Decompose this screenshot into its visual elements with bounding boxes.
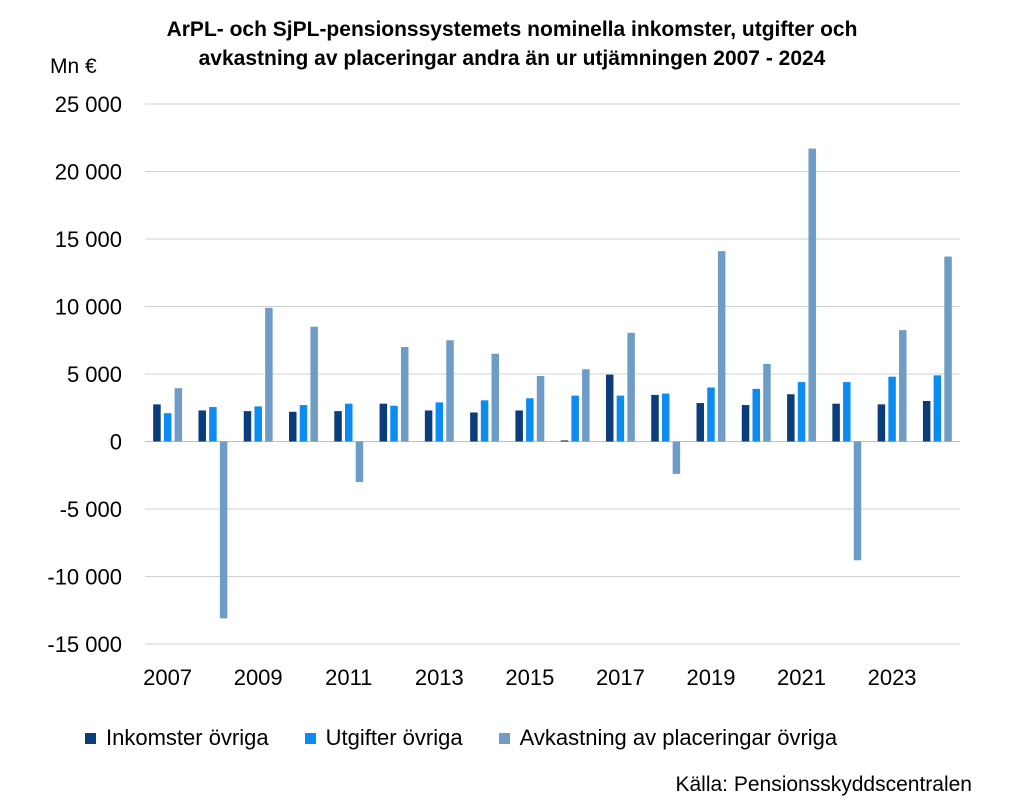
- bar-inkomster-övriga-2014: [470, 412, 478, 442]
- bar-avkastning-av-placeringar-övriga-2008: [219, 441, 228, 619]
- bar-inkomster-övriga-2022: [832, 403, 840, 442]
- bar-avkastning-av-placeringar-övriga-2021: [808, 148, 816, 442]
- bar-utgifter-övriga-2008: [209, 407, 217, 442]
- x-tick-label: 2011: [325, 665, 372, 690]
- bar-inkomster-övriga-2024: [922, 401, 931, 442]
- bar-utgifter-övriga-2013: [435, 402, 444, 442]
- legend-item: Avkastning av placeringar övriga: [498, 725, 838, 751]
- bar-inkomster-övriga-2016: [560, 440, 569, 442]
- legend-swatch: [498, 732, 510, 744]
- bar-utgifter-övriga-2016: [571, 395, 579, 442]
- bar-utgifter-övriga-2012: [390, 405, 398, 442]
- y-tick-label: 0: [110, 430, 122, 455]
- bar-inkomster-övriga-2019: [696, 403, 705, 442]
- x-tick-label: 2007: [143, 665, 192, 690]
- legend-item: Utgifter övriga: [304, 725, 463, 751]
- bar-inkomster-övriga-2009: [243, 411, 252, 442]
- x-tick-label: 2023: [868, 665, 917, 690]
- bar-inkomster-övriga-2017: [605, 374, 614, 442]
- gridlines: [145, 103, 960, 645]
- bar-inkomster-övriga-2020: [741, 405, 750, 442]
- bar-avkastning-av-placeringar-övriga-2020: [763, 363, 771, 442]
- y-tick-label: 20 000: [55, 160, 122, 185]
- x-tick-labels: 2007 2009 2011 2013 2015 2017 2019 2021 2023: [143, 665, 916, 690]
- bar-avkastning-av-placeringar-övriga-2013: [446, 340, 454, 442]
- bar-inkomster-övriga-2018: [651, 394, 659, 442]
- bar-avkastning-av-placeringar-övriga-2017: [627, 332, 635, 442]
- bar-avkastning-av-placeringar-övriga-2023: [899, 330, 907, 442]
- bar-utgifter-övriga-2014: [480, 400, 489, 442]
- chart-title-line-1: ArPL- och SjPL-pensionssystemets nominel…: [166, 18, 858, 41]
- legend-swatch: [85, 732, 96, 744]
- bar-inkomster-övriga-2012: [379, 403, 388, 442]
- y-tick-label: 5 000: [67, 362, 122, 387]
- bar-inkomster-övriga-2013: [424, 410, 433, 442]
- bar-utgifter-övriga-2024: [933, 375, 942, 442]
- bar-utgifter-övriga-2017: [616, 395, 625, 442]
- y-tick-label: 25 000: [55, 92, 122, 117]
- legend: Inkomster övriga Utgifter övriga Avkastnin…: [85, 724, 873, 752]
- bar-utgifter-övriga-2019: [707, 387, 715, 442]
- legend-item: Inkomster övriga: [85, 725, 269, 751]
- bar-inkomster-övriga-2007: [153, 404, 161, 442]
- y-tick-label: -10 000: [47, 565, 122, 590]
- bar-avkastning-av-placeringar-övriga-2012: [400, 347, 409, 442]
- x-tick-label: 2015: [505, 665, 554, 690]
- bar-inkomster-övriga-2008: [198, 410, 206, 442]
- y-axis-label: Mn €: [50, 55, 97, 78]
- chart-title-line-2: avkastning av placeringar andra än ur ut…: [198, 47, 826, 70]
- bar-utgifter-övriga-2021: [797, 382, 806, 442]
- y-tick-label: -15 000: [47, 632, 122, 657]
- y-tick-label: 15 000: [55, 227, 122, 252]
- legend-swatch: [304, 732, 316, 744]
- bar-avkastning-av-placeringar-övriga-2016: [582, 369, 590, 442]
- bar-avkastning-av-placeringar-övriga-2024: [944, 256, 952, 442]
- legend-label: Avkastning av placeringar övriga: [519, 725, 838, 750]
- x-tick-label: 2021: [777, 665, 826, 690]
- bar-inkomster-övriga-2011: [334, 411, 342, 442]
- bar-utgifter-övriga-2009: [254, 406, 262, 442]
- bar-utgifter-övriga-2018: [661, 393, 670, 442]
- bar-utgifter-övriga-2011: [345, 403, 353, 442]
- bar-utgifter-övriga-2022: [843, 382, 851, 442]
- legend-label: Utgifter övriga: [325, 725, 463, 750]
- bar-avkastning-av-placeringar-övriga-2022: [853, 441, 862, 561]
- y-tick-labels: 25 000 20 000 15 000 10 000 5 000 0 -5 000 -10 …: [47, 92, 122, 657]
- bar-avkastning-av-placeringar-övriga-2009: [265, 307, 273, 442]
- bar-inkomster-övriga-2010: [289, 411, 297, 442]
- bar-inkomster-övriga-2021: [787, 394, 795, 442]
- bar-avkastning-av-placeringar-övriga-2019: [717, 251, 726, 442]
- bar-utgifter-övriga-2023: [888, 376, 896, 442]
- y-tick-label: -5 000: [60, 497, 122, 522]
- bars: [153, 148, 952, 619]
- bar-avkastning-av-placeringar-övriga-2010: [310, 326, 318, 442]
- x-tick-label: 2019: [686, 665, 735, 690]
- source-note: Källa: Pensionsskyddscentralen: [675, 773, 972, 796]
- bar-utgifter-övriga-2015: [526, 398, 534, 442]
- y-tick-label: 10 000: [55, 295, 122, 320]
- bar-avkastning-av-placeringar-övriga-2011: [355, 441, 364, 482]
- bar-utgifter-övriga-2007: [163, 413, 172, 442]
- bar-inkomster-övriga-2015: [515, 410, 523, 442]
- bar-utgifter-övriga-2010: [299, 405, 308, 442]
- bar-avkastning-av-placeringar-övriga-2007: [174, 388, 183, 442]
- bar-avkastning-av-placeringar-övriga-2014: [491, 353, 500, 442]
- x-tick-label: 2009: [234, 665, 283, 690]
- bar-utgifter-övriga-2020: [752, 388, 760, 442]
- bar-avkastning-av-placeringar-övriga-2018: [672, 441, 681, 474]
- x-tick-label: 2017: [596, 665, 645, 690]
- bar-avkastning-av-placeringar-övriga-2015: [536, 376, 545, 442]
- legend-label: Inkomster övriga: [106, 725, 269, 750]
- bar-inkomster-övriga-2023: [877, 404, 886, 442]
- x-tick-label: 2013: [415, 665, 464, 690]
